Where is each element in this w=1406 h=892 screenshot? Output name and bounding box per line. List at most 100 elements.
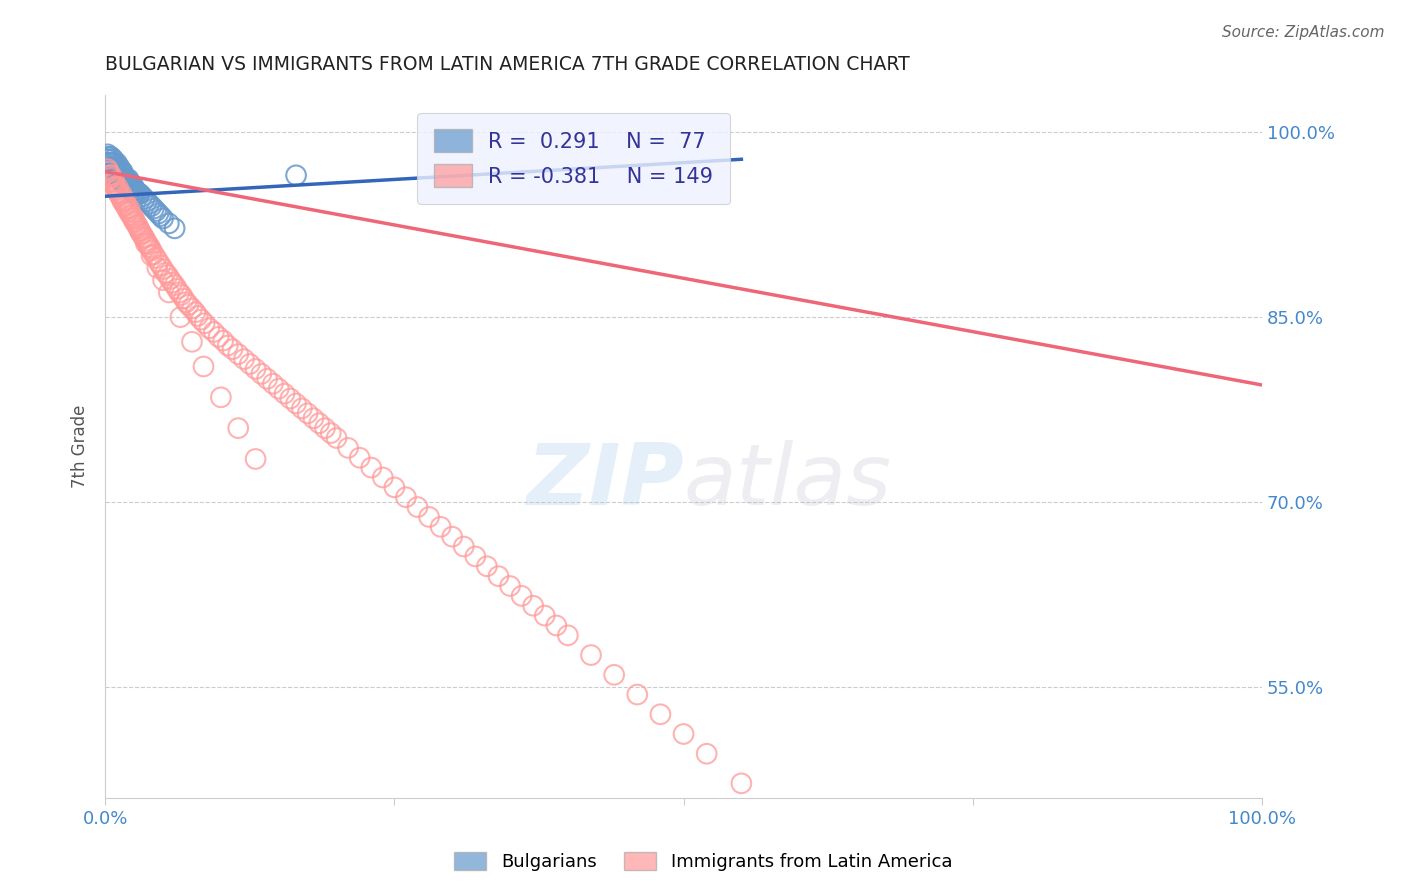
Point <box>98 169 121 183</box>
Y-axis label: 7th Grade: 7th Grade <box>72 405 89 488</box>
Point <box>98 164 121 178</box>
Point <box>510 589 533 603</box>
Point <box>101 164 124 178</box>
Point <box>103 169 125 183</box>
Point <box>105 169 128 183</box>
Point <box>157 285 180 300</box>
Point <box>124 215 146 229</box>
Point <box>730 776 752 790</box>
Legend: Bulgarians, Immigrants from Latin America: Bulgarians, Immigrants from Latin Americ… <box>447 845 959 879</box>
Point <box>131 189 153 203</box>
Point <box>107 180 129 194</box>
Point <box>371 470 394 484</box>
Point <box>285 169 308 183</box>
Point <box>533 608 555 623</box>
Point <box>302 411 325 425</box>
Point <box>122 211 145 226</box>
Point <box>101 174 124 188</box>
Point <box>337 441 360 455</box>
Point <box>100 150 122 164</box>
Point <box>97 156 120 170</box>
Point <box>308 416 330 430</box>
Point <box>135 236 157 251</box>
Point <box>239 357 262 371</box>
Point <box>104 180 127 194</box>
Point <box>108 170 131 185</box>
Point <box>285 396 308 410</box>
Point <box>114 198 136 212</box>
Point <box>97 153 120 167</box>
Point <box>110 186 132 201</box>
Point <box>152 262 174 277</box>
Point <box>103 174 125 188</box>
Point <box>135 234 157 248</box>
Point <box>181 301 204 316</box>
Point <box>97 164 120 178</box>
Point <box>111 194 134 209</box>
Point <box>127 219 149 233</box>
Point <box>297 406 319 420</box>
Point <box>118 205 141 219</box>
Point <box>221 342 243 356</box>
Point <box>360 460 382 475</box>
Point <box>96 156 118 170</box>
Point <box>129 224 152 238</box>
Point <box>406 500 429 514</box>
Point <box>207 330 229 344</box>
Point <box>105 164 128 178</box>
Point <box>233 352 256 367</box>
Point <box>475 559 498 574</box>
Point <box>278 392 301 406</box>
Point <box>142 202 165 216</box>
Point <box>128 186 150 201</box>
Point <box>103 179 125 194</box>
Point <box>97 169 120 183</box>
Point <box>135 236 157 251</box>
Point <box>156 268 179 283</box>
Point <box>100 160 122 174</box>
Point <box>112 177 135 191</box>
Point <box>118 182 141 196</box>
Point <box>121 178 143 193</box>
Point <box>134 192 156 206</box>
Point <box>148 206 170 220</box>
Point <box>117 172 139 186</box>
Point <box>152 211 174 226</box>
Text: ZIP: ZIP <box>526 441 683 524</box>
Point <box>122 180 145 194</box>
Point <box>100 169 122 183</box>
Point <box>177 298 200 312</box>
Point <box>115 172 138 186</box>
Point <box>166 282 188 296</box>
Point <box>103 162 125 177</box>
Point <box>141 244 163 258</box>
Point <box>395 490 418 504</box>
Point <box>111 164 134 178</box>
Point <box>149 209 172 223</box>
Point <box>112 169 135 183</box>
Point <box>110 162 132 177</box>
Point <box>155 266 177 280</box>
Point <box>464 549 486 564</box>
Point <box>138 240 160 254</box>
Point <box>104 164 127 178</box>
Point <box>145 251 167 265</box>
Point <box>110 164 132 178</box>
Point <box>104 169 127 183</box>
Point <box>101 164 124 178</box>
Point <box>626 688 648 702</box>
Point <box>262 376 284 391</box>
Point <box>107 186 129 200</box>
Text: atlas: atlas <box>683 441 891 524</box>
Point <box>129 227 152 241</box>
Point <box>418 510 440 524</box>
Point <box>145 204 167 219</box>
Point <box>103 177 125 191</box>
Point <box>267 382 290 396</box>
Point <box>122 186 145 201</box>
Point <box>107 162 129 177</box>
Point <box>128 221 150 235</box>
Point <box>198 321 221 335</box>
Point <box>108 186 131 201</box>
Point <box>146 260 169 275</box>
